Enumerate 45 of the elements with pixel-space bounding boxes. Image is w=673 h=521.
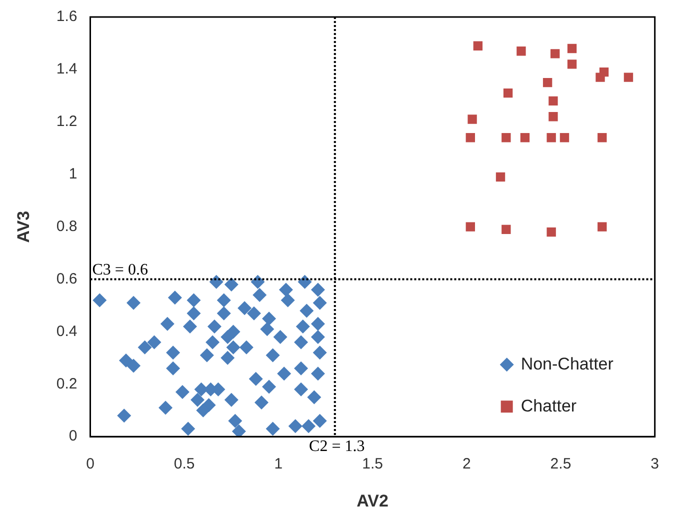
point	[520, 133, 530, 142]
point	[542, 78, 552, 88]
x-tick-label: 1	[274, 456, 283, 473]
point	[567, 44, 577, 54]
y-tick-label: 0	[68, 428, 78, 445]
point	[516, 46, 526, 56]
legend-label: Non-Chatter	[520, 354, 614, 374]
y-tick-label: 1.4	[56, 60, 78, 78]
x-tick-label: 2	[462, 456, 471, 473]
y-tick-label: 1.2	[56, 113, 78, 130]
x-axis-title: AV2	[356, 491, 388, 510]
y-tick-label: 1	[68, 165, 78, 182]
point	[502, 224, 511, 234]
ref-line-label: C3 = 0.6	[92, 261, 148, 278]
point	[567, 60, 577, 69]
legend-label: Chatter	[520, 396, 577, 416]
point	[548, 112, 558, 122]
point	[503, 88, 513, 98]
y-tick-label: 0.8	[56, 218, 78, 235]
y-axis-title: AV3	[14, 210, 33, 243]
x-tick-label: 0	[86, 456, 94, 473]
point	[560, 133, 570, 142]
y-tick-label: 0.4	[56, 322, 78, 340]
point	[546, 133, 556, 142]
x-tick-label: 2.5	[550, 456, 572, 473]
point	[468, 114, 477, 124]
point	[550, 49, 560, 58]
x-tick-label: 0.5	[174, 456, 195, 473]
point	[466, 222, 475, 232]
y-tick-label: 0.2	[56, 375, 78, 392]
x-tick-label: 1.5	[362, 456, 383, 473]
point	[546, 227, 556, 237]
point	[596, 72, 605, 82]
y-tick-label: 0.6	[56, 270, 78, 288]
point	[466, 133, 475, 142]
y-tick-label: 1.6	[56, 8, 78, 26]
point	[624, 72, 634, 82]
point	[598, 222, 607, 232]
ref-line-label: C2 = 1.3	[309, 438, 365, 455]
point	[473, 41, 483, 50]
point	[548, 96, 558, 106]
point	[598, 133, 607, 142]
point	[502, 133, 511, 142]
point	[496, 172, 506, 182]
x-tick-label: 3	[650, 456, 659, 473]
